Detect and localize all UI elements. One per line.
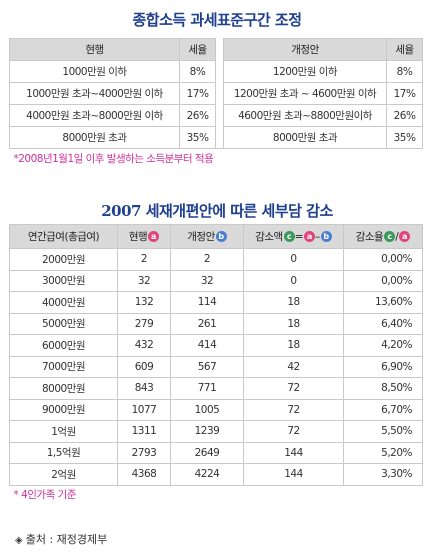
header-rate: 세율 — [179, 38, 216, 61]
table1-note: *2008년1월1일 이후 발생하는 소득분부터 적용 — [9, 148, 423, 169]
table-body: 2000만원 2 2 0 0,00% 3000만원 32 32 0 0,00% 4000만원 13… — [9, 248, 423, 486]
header-revised: 개정안 b — [170, 224, 244, 249]
header-revised: 개정안 — [223, 38, 387, 61]
table2-note: * 4인가족 기준 — [9, 484, 423, 504]
source-credit: ◈ 출처 : 재정경제부 — [15, 531, 107, 547]
table-note-row: *2008년1월1일 이후 발생하는 소득분부터 적용 — [9, 148, 423, 169]
table-row: 9000만원 1077 1005 72 6,70% — [9, 398, 423, 421]
header-current: 현행 — [9, 38, 180, 61]
badge-a-icon: a — [399, 231, 411, 242]
badge-a-icon: a — [304, 231, 316, 242]
table-row: 1억원 1311 1239 72 5,50% — [9, 420, 423, 443]
header-current: 현행 a — [117, 224, 171, 249]
table-header-row: 연간급여(총급여) 현행 a 개정안 b 감소액 c = a – b 감소율 c / a — [9, 224, 423, 249]
table-row: 2억원 4368 4224 144 3,30% — [9, 463, 423, 486]
badge-c-icon: c — [384, 231, 396, 242]
header-income: 연간급여(총급여) — [9, 224, 118, 249]
table-row: 3000만원 32 32 0 0,00% — [9, 269, 423, 292]
table-note-row: * 4인가족 기준 — [9, 484, 423, 504]
table1-title: 종합소득 과세표준구간 조정 — [132, 11, 302, 29]
header-decrease: 감소액 c = a – b — [243, 224, 344, 249]
table-row: 8000만원 초과 35% 8000만원 초과 35% — [9, 126, 423, 149]
badge-b-icon: b — [215, 231, 227, 242]
table-row: 5000만원 279 261 18 6,40% — [9, 312, 423, 335]
source-label: 출처 : 재정경제부 — [25, 533, 108, 546]
table-row: 7000만원 609 567 42 6,90% — [9, 355, 423, 378]
table-row: 1000만원 초과~4000만원 이하 17% 1200만원 초과 ~ 4600… — [9, 82, 423, 105]
table-row: 1000만원 이하 8% 1200만원 이하 8% — [9, 60, 423, 83]
table-row: 4000만원 초과~8000만원 이하 26% 4600만원 초과~8800만원… — [9, 104, 423, 127]
diamond-icon: ◈ — [15, 535, 23, 546]
badge-a-icon: a — [148, 231, 160, 242]
table-row: 1,5억원 2793 2649 144 5,20% — [9, 441, 423, 464]
header-rate: 세율 — [386, 38, 423, 61]
tax-bracket-table: 현행 세율 개정안 세율 1000만원 이하 8% 1200만원 이하 8% 1… — [9, 38, 423, 169]
header-rate: 감소율 c / a — [343, 224, 423, 249]
table-header-row: 현행 세율 개정안 세율 — [9, 38, 423, 61]
table-row: 6000만원 432 414 18 4,20% — [9, 334, 423, 357]
table-row: 8000만원 843 771 72 8,50% — [9, 377, 423, 400]
tax-burden-table: 연간급여(총급여) 현행 a 개정안 b 감소액 c = a – b 감소율 c / a 2000만… — [9, 224, 423, 504]
table-row: 4000만원 132 114 18 13,60% — [9, 291, 423, 314]
badge-c-icon: c — [283, 231, 295, 242]
badge-b-icon: b — [320, 231, 332, 242]
table-row: 2000만원 2 2 0 0,00% — [9, 248, 423, 271]
table2-title: 2007 세재개편안에 따른 세부담 감소 — [101, 202, 333, 220]
